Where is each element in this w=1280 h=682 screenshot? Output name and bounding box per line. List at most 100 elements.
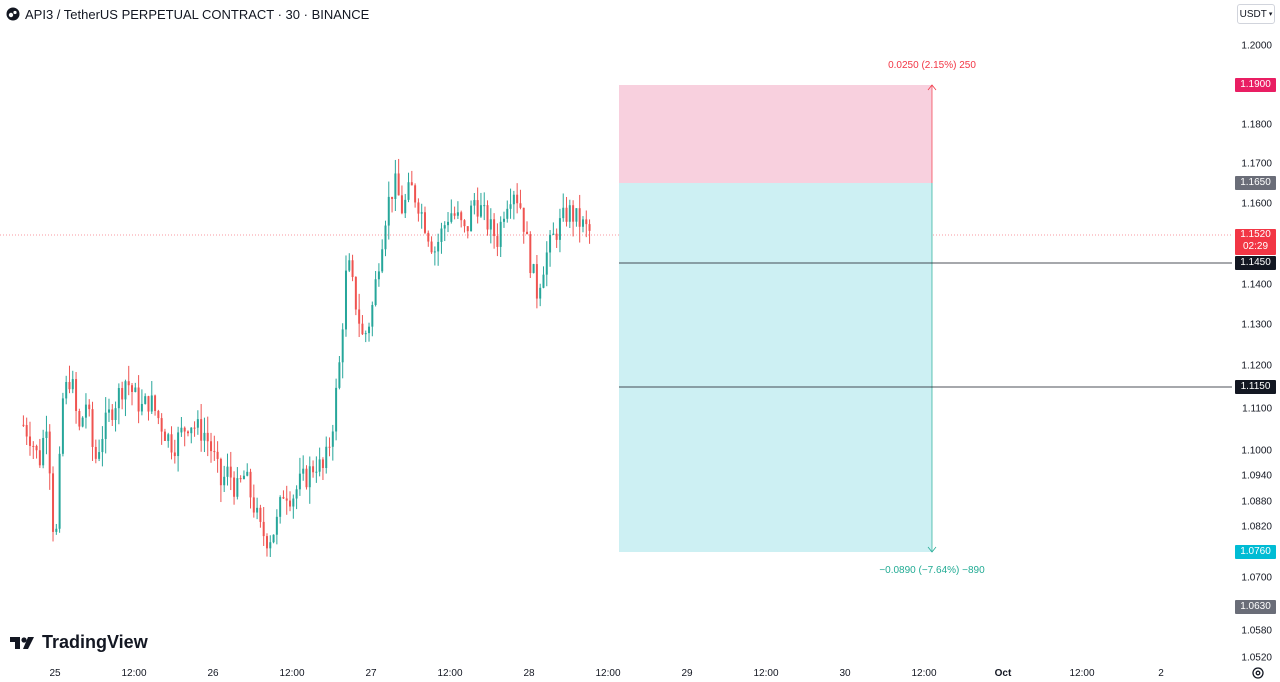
candle-body [493, 219, 496, 237]
candle-body [91, 409, 94, 447]
candle-body [210, 441, 213, 452]
candle-body [575, 208, 578, 222]
candle-body [312, 466, 315, 473]
candle-body [269, 542, 272, 549]
candle-body [154, 395, 157, 411]
candle-body [84, 404, 87, 418]
current-price-badge: 1.1520 02:29 [1235, 229, 1276, 255]
candle-body [170, 434, 173, 453]
candle-body [186, 431, 189, 434]
price-tick-label: 1.0520 [1241, 653, 1272, 664]
symbol-logo-icon [6, 7, 20, 21]
candle-body [173, 452, 176, 457]
candle-body [568, 205, 571, 222]
time-tick-label: 26 [207, 668, 219, 679]
candle-body [466, 226, 469, 232]
candle-body [519, 203, 522, 208]
candle-body [121, 388, 124, 400]
time-tick-label: 27 [365, 668, 377, 679]
candle-body [562, 207, 565, 219]
candle-body [331, 431, 334, 447]
price-tick-label: 1.0820 [1241, 522, 1272, 533]
candle-body [147, 396, 150, 412]
settings-icon[interactable] [1250, 665, 1266, 681]
candle-body [124, 381, 127, 400]
level1-price-badge: 1.1450 [1235, 256, 1276, 270]
candle-body [420, 212, 423, 214]
profit-zone [619, 85, 932, 183]
candle-body [414, 185, 417, 203]
candle-body [358, 309, 361, 324]
low-price-badge: 1.0630 [1235, 600, 1276, 614]
target-label: 0.0250 (2.15%) 250 [888, 60, 976, 71]
candle-body [117, 388, 120, 409]
candle-body [328, 446, 331, 448]
up-arrow-icon [927, 84, 937, 91]
candle-body [486, 205, 489, 230]
candle-body [295, 489, 298, 499]
candle-body [476, 200, 479, 217]
candle-body [196, 419, 199, 428]
candle-body [371, 305, 374, 327]
candle-body [42, 437, 45, 466]
candle-body [22, 424, 25, 426]
candle-body [32, 445, 35, 447]
candle-body [65, 381, 68, 399]
time-tick-label: 30 [839, 668, 851, 679]
candle-body [219, 458, 222, 486]
price-tick-label: 1.1400 [1241, 280, 1272, 291]
time-tick-label: 12:00 [595, 668, 620, 679]
candle-body [535, 264, 538, 299]
candle-body [140, 403, 143, 412]
time-tick-label: 12:00 [121, 668, 146, 679]
candle-body [341, 329, 344, 363]
candle-body [114, 408, 117, 420]
candle-body [308, 466, 311, 488]
candle-body [410, 182, 413, 186]
time-tick-label: 28 [523, 668, 535, 679]
candle-body [45, 431, 48, 438]
candle-body [565, 207, 568, 222]
tradingview-logo-icon [10, 636, 34, 649]
candle-body [81, 417, 84, 427]
candle-body [394, 173, 397, 199]
candle-body [305, 468, 308, 488]
symbol-title: API3 / TetherUS PERPETUAL CONTRACT · 30 … [25, 6, 370, 22]
currency-selector[interactable]: USDT ▾ [1237, 4, 1275, 24]
candle-body [460, 212, 463, 221]
candle-body [516, 194, 519, 204]
price-tick-label: 1.2000 [1241, 41, 1272, 52]
candle-body [364, 333, 367, 335]
candle-body [262, 521, 265, 537]
tradingview-logo[interactable]: TradingView [10, 632, 148, 653]
candle-body [463, 220, 466, 227]
candle-body [542, 274, 545, 288]
long-position-tool: 0.0250 (2.15%) 250 −0.0890 (−7.64%) −890 [619, 60, 1232, 576]
candle-body [279, 497, 282, 517]
candle-body [529, 234, 532, 274]
candle-body [55, 528, 58, 532]
candle-body [229, 466, 232, 478]
candle-body [200, 419, 203, 441]
symbol-header[interactable]: API3 / TetherUS PERPETUAL CONTRACT · 30 … [6, 4, 369, 24]
candle-body [545, 252, 548, 275]
time-tick-label: 12:00 [437, 668, 462, 679]
candle-body [351, 260, 354, 278]
candle-body [387, 196, 390, 226]
candle-body [285, 498, 288, 501]
candle-body [127, 381, 130, 386]
candles-layer [0, 158, 1232, 557]
candle-body [417, 202, 420, 214]
candle-body [512, 194, 515, 205]
candle-body [249, 471, 252, 498]
candle-body [368, 326, 371, 334]
candle-body [430, 241, 433, 253]
target-price-badge: 1.1900 [1235, 78, 1276, 92]
candle-body [532, 264, 535, 274]
time-tick-label: Oct [995, 668, 1012, 679]
candle-body [160, 418, 163, 432]
candle-body [443, 225, 446, 229]
candle-body [38, 450, 41, 466]
candle-body [292, 498, 295, 507]
